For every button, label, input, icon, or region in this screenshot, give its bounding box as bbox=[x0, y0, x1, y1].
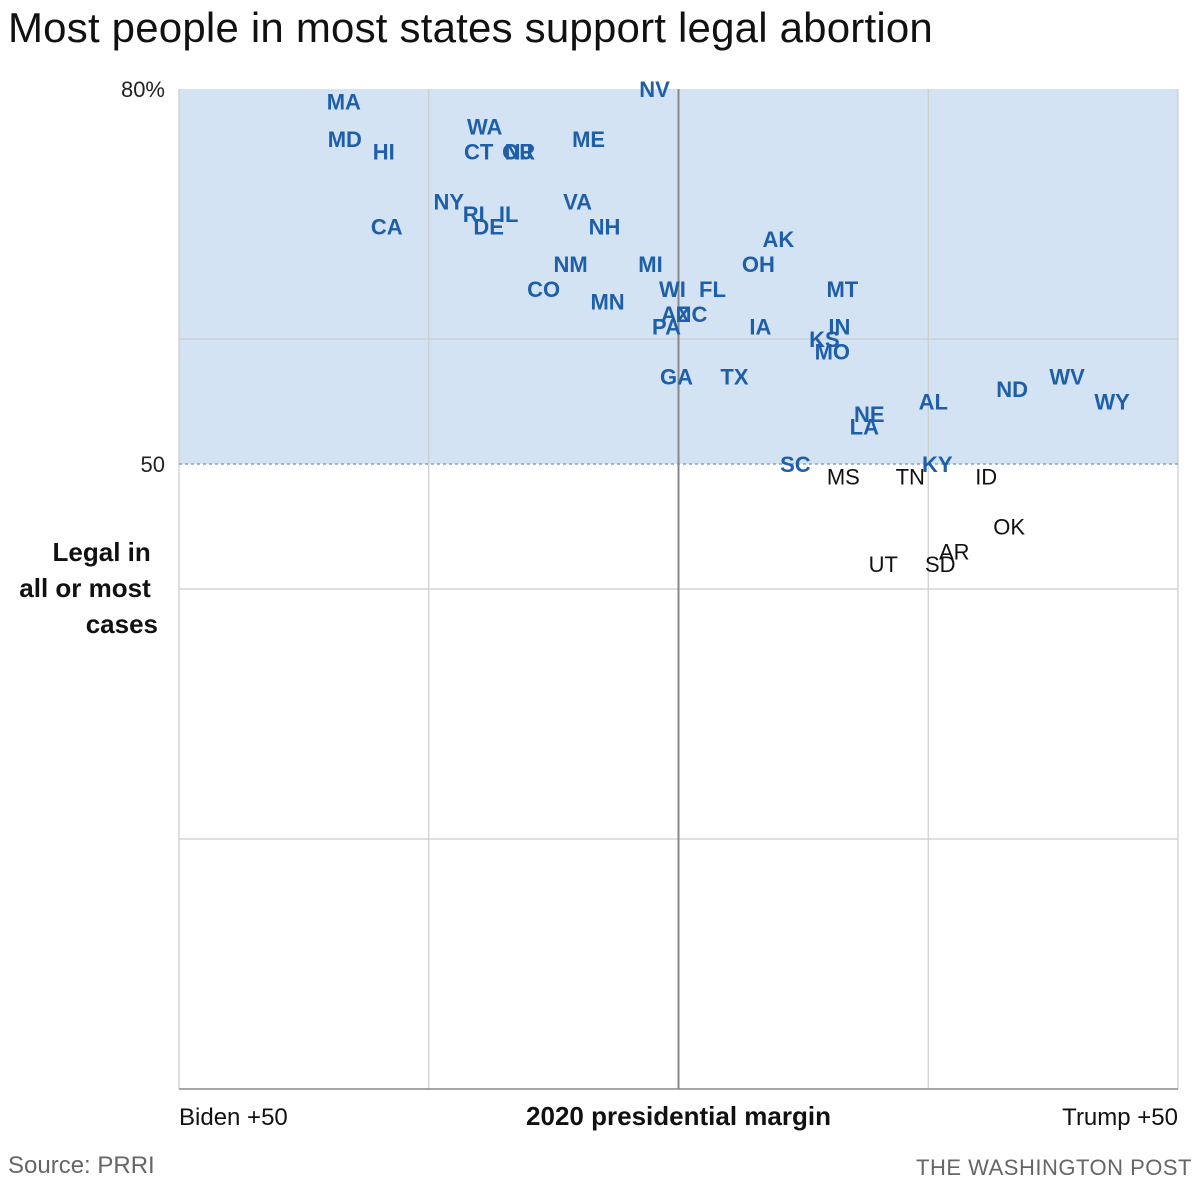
state-point-label: NC bbox=[676, 302, 708, 327]
state-point-label: PA bbox=[652, 315, 681, 340]
state-point-label: IL bbox=[499, 202, 519, 227]
state-point-label: WA bbox=[467, 115, 503, 140]
state-point-label: MD bbox=[328, 127, 362, 152]
state-point-label: WI bbox=[659, 277, 686, 302]
state-point-label: KY bbox=[922, 452, 953, 477]
x-axis-title: 2020 presidential margin bbox=[526, 1101, 831, 1131]
state-point-label: AK bbox=[763, 227, 795, 252]
state-point-label: TX bbox=[720, 365, 748, 390]
state-point-label: MI bbox=[638, 252, 662, 277]
state-point-label: ND bbox=[996, 377, 1028, 402]
state-point-label: MA bbox=[327, 90, 361, 115]
state-point-label: CT bbox=[464, 140, 494, 165]
y-tick-labels: 80% 50 bbox=[121, 77, 165, 477]
y-axis-title-line: cases bbox=[86, 609, 158, 639]
state-point-label: FL bbox=[699, 277, 726, 302]
publisher-credit: THE WASHINGTON POST bbox=[916, 1155, 1192, 1180]
state-point-label: MT bbox=[826, 277, 858, 302]
state-point-label: NH bbox=[589, 215, 621, 240]
state-point-label: RI bbox=[463, 202, 485, 227]
state-point-label: NM bbox=[553, 252, 587, 277]
state-point-label: DE bbox=[473, 215, 504, 240]
chart-title: Most people in most states support legal… bbox=[8, 4, 933, 51]
state-point-label: MS bbox=[827, 465, 860, 490]
x-tick-right: Trump +50 bbox=[1062, 1104, 1178, 1131]
y-tick-label: 50 bbox=[141, 452, 165, 477]
state-point-label: WV bbox=[1049, 365, 1085, 390]
state-point-label: OH bbox=[742, 252, 775, 277]
y-tick-label: 80% bbox=[121, 77, 165, 102]
state-point-label: HI bbox=[373, 140, 395, 165]
state-point-label: CO bbox=[527, 277, 560, 302]
state-point-label: UT bbox=[869, 552, 898, 577]
state-point-label: MO bbox=[815, 340, 850, 365]
state-point-label: SC bbox=[780, 452, 811, 477]
state-point-label: AL bbox=[919, 390, 948, 415]
state-point-label: NE bbox=[854, 402, 885, 427]
y-axis-title-line: Legal in bbox=[53, 537, 151, 567]
state-point-label: CA bbox=[371, 215, 403, 240]
state-point-label: TN bbox=[896, 465, 925, 490]
state-point-label: KS bbox=[809, 327, 840, 352]
x-tick-left: Biden +50 bbox=[179, 1104, 288, 1131]
state-point-label: NV bbox=[639, 77, 670, 102]
state-point-label: MN bbox=[590, 290, 624, 315]
state-point-label: NY bbox=[433, 190, 464, 215]
state-point-label: NJ bbox=[505, 140, 533, 165]
state-point-label: LA bbox=[850, 415, 879, 440]
state-point-label: GA bbox=[660, 365, 693, 390]
y-axis-title: Legal in all or most cases bbox=[19, 537, 158, 639]
source-note: Source: PRRI bbox=[8, 1152, 155, 1179]
state-point-label: VA bbox=[563, 190, 592, 215]
state-point-label: ID bbox=[975, 465, 997, 490]
state-point-label: IN bbox=[828, 315, 850, 340]
state-point-label: WY bbox=[1094, 390, 1130, 415]
state-point-label: AZ bbox=[661, 302, 690, 327]
state-point-label: OK bbox=[993, 515, 1025, 540]
state-point-label: ME bbox=[572, 127, 605, 152]
y-axis-title-line: all or most bbox=[19, 573, 151, 603]
state-point-label: AR bbox=[939, 540, 970, 565]
state-point-label: IA bbox=[749, 315, 771, 340]
state-point-label: OR bbox=[502, 140, 535, 165]
state-point-label: SD bbox=[925, 552, 956, 577]
